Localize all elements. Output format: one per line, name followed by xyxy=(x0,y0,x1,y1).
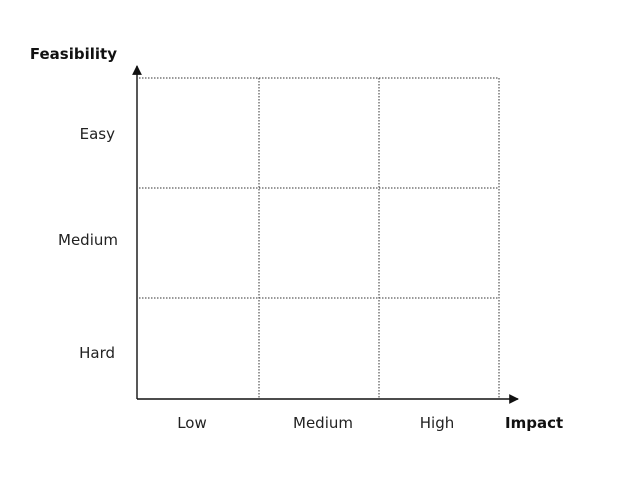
x-level-label-medium: Medium xyxy=(293,414,353,432)
y-level-label-medium: Medium xyxy=(58,231,118,249)
y-level-label-easy: Easy xyxy=(80,125,115,143)
x-axis-title: Impact xyxy=(505,414,563,432)
x-level-label-low: Low xyxy=(177,414,207,432)
matrix-grid xyxy=(139,77,500,398)
y-level-label-hard: Hard xyxy=(79,344,115,362)
x-level-label-high: High xyxy=(420,414,454,432)
y-axis-title: Feasibility xyxy=(30,45,117,63)
